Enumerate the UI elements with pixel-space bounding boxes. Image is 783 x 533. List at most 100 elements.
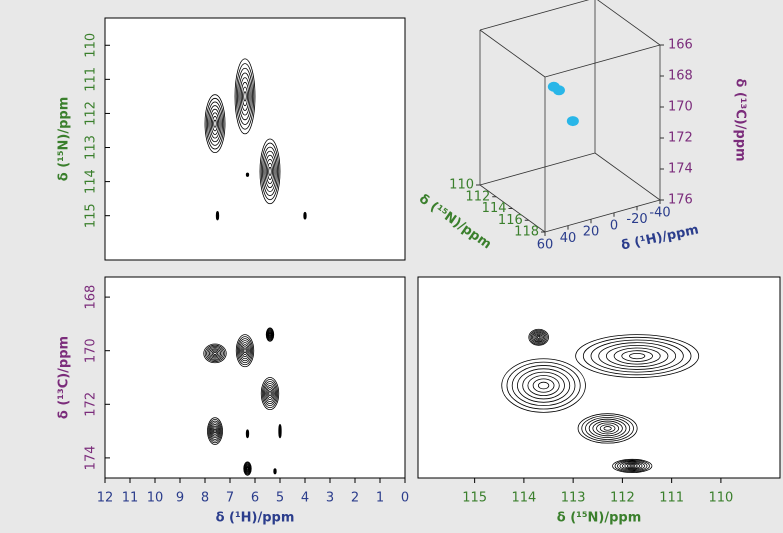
contour-ring — [603, 426, 612, 431]
contour-ring — [265, 385, 275, 403]
x-tick-label: 9 — [176, 491, 184, 506]
contour-ring — [204, 344, 226, 362]
contour-ring — [259, 138, 281, 205]
contour-ring — [268, 331, 272, 338]
contour-ring — [522, 371, 565, 400]
cube-edge — [479, 152, 596, 186]
z-tick-label: 174 — [668, 162, 693, 177]
x-tick-label: 12 — [97, 491, 114, 506]
y-tick-label: 114 — [84, 169, 99, 194]
contour-ring — [238, 338, 252, 364]
contour-ring — [209, 108, 221, 139]
contour-ring — [207, 417, 223, 445]
contour-ring — [209, 422, 221, 440]
y-tick-label: 114 — [482, 201, 507, 216]
contour-ring — [237, 67, 253, 125]
contour-ring — [242, 86, 248, 107]
contour-ring — [535, 334, 542, 340]
y-tick-label: 168 — [84, 285, 99, 310]
contour-ring — [598, 342, 677, 370]
y-tick-label: 118 — [514, 225, 539, 240]
contour-ring — [245, 465, 250, 472]
x-tick-label: 8 — [201, 491, 209, 506]
contour-ring — [208, 348, 222, 359]
x-tick-label: 112 — [610, 491, 635, 506]
y-tick-label: 174 — [84, 445, 99, 470]
contour-ring — [239, 77, 251, 116]
z-tick-label: 168 — [668, 69, 693, 84]
contour-ring — [621, 462, 643, 470]
contour-ring — [245, 429, 250, 439]
contour-ring — [208, 420, 222, 442]
contour-ring — [592, 420, 623, 437]
contour-ring — [278, 423, 282, 439]
contour-ring — [532, 378, 555, 393]
contour-ring — [263, 381, 277, 407]
contour-ring — [537, 335, 541, 339]
contour-ring — [213, 351, 217, 355]
x-tick-label: 111 — [659, 491, 684, 506]
z-tick-label: 172 — [668, 131, 693, 146]
contour-ring — [260, 377, 280, 411]
contour-ring — [265, 327, 275, 342]
contour-ring — [613, 347, 661, 365]
y-axis-label: δ (¹⁵N)/ppm — [57, 97, 72, 182]
contour-ring — [208, 418, 222, 444]
y-tick-label: 112 — [465, 189, 490, 204]
contour-ring — [242, 346, 248, 356]
contour-ring — [582, 336, 692, 376]
x-tick-label: 115 — [462, 491, 487, 506]
x-tick-label: 7 — [226, 491, 234, 506]
contour-ring — [517, 368, 571, 403]
contour-ring — [212, 116, 218, 132]
contour-ring — [245, 172, 250, 177]
contour-ring — [588, 418, 627, 439]
contour-ring — [243, 462, 252, 475]
plot-area — [104, 17, 406, 261]
contour-ring — [528, 328, 549, 346]
x-tick-label: 2 — [351, 491, 359, 506]
contour-ring — [537, 381, 550, 390]
cube-edge — [594, 152, 661, 201]
y-tick-label: 170 — [84, 338, 99, 363]
contour-ring — [210, 112, 220, 135]
contour-ring — [617, 460, 648, 472]
contour-ring — [629, 464, 636, 468]
contour-ring — [527, 375, 560, 396]
x-tick-label: 4 — [301, 491, 309, 506]
y-axis-label: δ (¹³C)/ppm — [57, 336, 72, 419]
contour-ring — [577, 413, 638, 444]
contour-ring — [260, 142, 280, 201]
contour-ring — [266, 328, 274, 341]
contour-ring — [243, 348, 247, 354]
x-tick-label: 40 — [560, 231, 577, 246]
contour-ring — [234, 58, 256, 135]
contour-ring — [240, 342, 250, 360]
contour-ring — [506, 361, 581, 410]
z-tick-label: 166 — [668, 38, 693, 53]
contour-ring — [267, 330, 273, 339]
x-tick-label: 3 — [326, 491, 334, 506]
contour-ring — [612, 458, 653, 474]
contour-ring — [235, 334, 255, 368]
y-tick-label: 115 — [84, 203, 99, 228]
contour-ring — [235, 63, 255, 130]
contour-ring — [240, 81, 250, 111]
x-tick-label: -40 — [649, 206, 670, 221]
peak-blob — [547, 81, 560, 92]
plot-area — [417, 276, 781, 479]
contour-ring — [533, 332, 544, 342]
contour-ring — [266, 387, 274, 401]
contour-ring — [605, 344, 669, 368]
contour-ring — [243, 91, 247, 102]
cube-edge — [544, 199, 661, 233]
contour-ring — [268, 166, 272, 176]
plot-area — [104, 276, 406, 479]
cube-edge — [597, 0, 661, 46]
contour-ring — [585, 416, 631, 440]
contour-ring — [511, 365, 576, 407]
z-tick-label: 170 — [668, 100, 693, 115]
z-axis-label: δ (¹³C)/ppm — [733, 78, 748, 161]
contour-ring — [268, 391, 272, 396]
